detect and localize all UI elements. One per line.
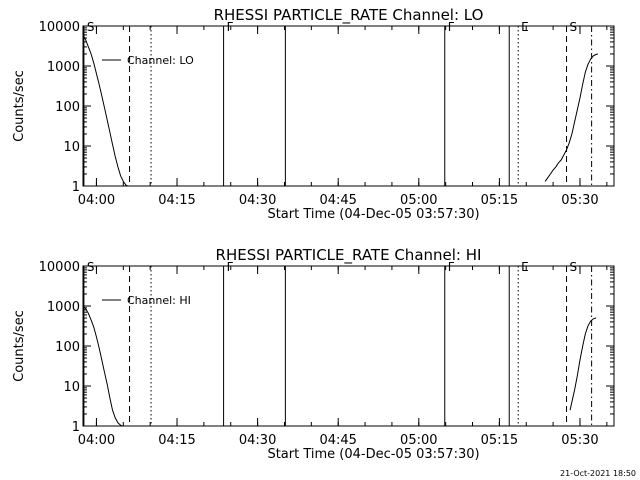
plot-frame bbox=[82, 265, 615, 427]
legend-label: Channel: HI bbox=[127, 294, 191, 307]
y-axis-label: Counts/sec bbox=[12, 70, 27, 142]
generation-timestamp: 21-Oct-2021 18:50 bbox=[560, 469, 636, 478]
x-tick-label: 04:15 bbox=[158, 193, 195, 208]
event-marker-label: F bbox=[448, 20, 455, 34]
event-marker-label: F bbox=[227, 20, 234, 34]
x-tick-label: 04:30 bbox=[239, 433, 276, 448]
x-tick-label: 04:15 bbox=[158, 433, 195, 448]
y-tick-label: 100 bbox=[55, 340, 80, 355]
y-tick-label: 100 bbox=[55, 100, 80, 115]
x-tick-label: 05:30 bbox=[561, 193, 598, 208]
event-marker-label: F bbox=[227, 260, 234, 274]
x-axis-label: Start Time (04-Dec-05 03:57:30) bbox=[267, 207, 479, 222]
x-tick-label: 04:00 bbox=[78, 433, 115, 448]
x-tick-label: 04:00 bbox=[78, 193, 115, 208]
chart-title: RHESSI PARTICLE_RATE Channel: LO bbox=[214, 6, 484, 25]
y-tick-label: 1000 bbox=[47, 300, 80, 315]
event-marker-label: E bbox=[521, 260, 529, 274]
x-tick-label: 04:45 bbox=[319, 193, 356, 208]
event-marker-label: S bbox=[87, 20, 95, 34]
event-marker-label: S bbox=[570, 260, 578, 274]
hi-channel-panel: RHESSI PARTICLE_RATE Channel: HI 1 10 100 10… bbox=[12, 246, 615, 462]
plot-frame bbox=[82, 25, 615, 187]
x-tick-label: 05:30 bbox=[561, 433, 598, 448]
y-axis-label: Counts/sec bbox=[12, 310, 27, 382]
series-line bbox=[82, 34, 599, 187]
y-tick-label: 10000 bbox=[39, 20, 80, 35]
x-tick-label: 04:30 bbox=[239, 193, 276, 208]
y-tick-label: 1 bbox=[72, 420, 80, 435]
y-tick-label: 1 bbox=[72, 180, 80, 195]
x-tick-label: 05:00 bbox=[400, 193, 437, 208]
y-tick-label: 10 bbox=[63, 140, 80, 155]
event-marker-label: S bbox=[570, 20, 578, 34]
event-marker-label: E bbox=[521, 20, 529, 34]
lo-channel-panel: RHESSI PARTICLE_RATE Channel: LO 1 10 100 10… bbox=[12, 6, 615, 222]
x-axis-label: Start Time (04-Dec-05 03:57:30) bbox=[267, 447, 479, 462]
x-tick-label: 05:15 bbox=[481, 433, 518, 448]
x-tick-label: 04:45 bbox=[319, 433, 356, 448]
series-line bbox=[82, 305, 597, 427]
x-tick-label: 05:15 bbox=[481, 193, 518, 208]
y-tick-label: 10000 bbox=[39, 260, 80, 275]
x-tick-label: 05:00 bbox=[400, 433, 437, 448]
event-marker-label: S bbox=[87, 260, 95, 274]
event-marker-label: F bbox=[448, 260, 455, 274]
chart-title: RHESSI PARTICLE_RATE Channel: HI bbox=[216, 246, 482, 265]
legend-label: Channel: LO bbox=[127, 54, 194, 67]
y-tick-label: 1000 bbox=[47, 60, 80, 75]
y-tick-label: 10 bbox=[63, 380, 80, 395]
